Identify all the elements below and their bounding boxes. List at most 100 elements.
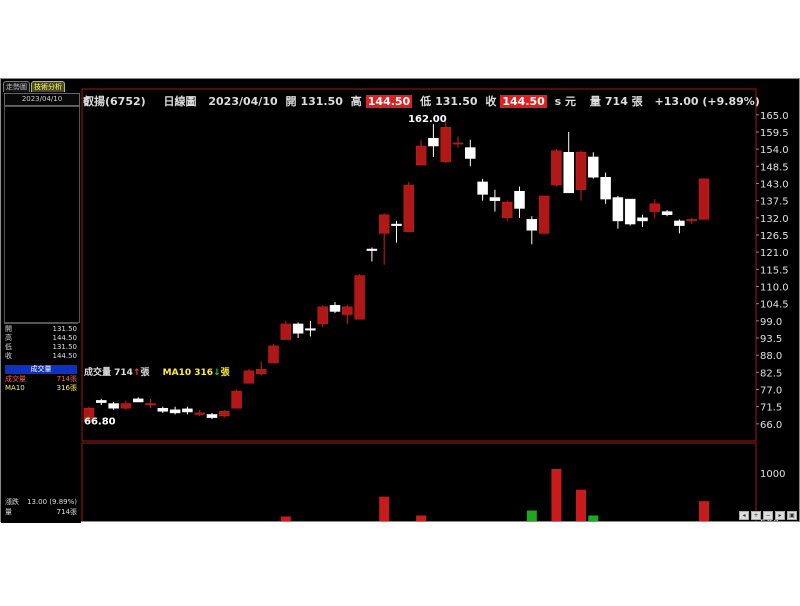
price-tick-label: 115.5 — [760, 265, 789, 276]
volume-label-header: 量 — [589, 95, 601, 108]
volume-bar — [551, 468, 562, 521]
footer-volume-label: 量 — [5, 508, 12, 516]
ma10-down-arrow-icon: ↓ — [213, 368, 221, 378]
tab-technical-analysis[interactable]: 技術分析 — [31, 81, 65, 92]
price-tick-label: 143.0 — [760, 179, 789, 190]
candle-body — [501, 201, 513, 219]
ma10-legend-unit: 張 — [220, 368, 230, 378]
candle-body — [649, 203, 661, 212]
candle-body — [440, 127, 451, 162]
footer-volume-row: 量 714張 — [5, 507, 77, 517]
chart-period[interactable]: 日線圖 — [163, 95, 197, 108]
window-controls: ◂ + − ▸ ▣ — [739, 511, 797, 520]
panel-blank-area — [4, 106, 80, 323]
candle-body — [292, 323, 304, 334]
candle-body — [378, 214, 390, 234]
ohlc-close-label: 收 — [5, 352, 12, 360]
volume-label: 成交量 — [5, 375, 26, 383]
ohlc-low-value: 131.50 — [52, 343, 78, 351]
volume-panel-title: 成交量 — [5, 365, 77, 374]
candle-body — [588, 156, 599, 178]
zoom-in-icon[interactable]: + — [751, 511, 761, 520]
ma10-row: MA10 316張 — [5, 384, 77, 393]
change-row: 漲跌 13.00 (9.89%) — [5, 497, 77, 507]
volume-bar — [699, 501, 709, 521]
candle-body — [698, 178, 710, 220]
ma10-value: 316張 — [56, 384, 77, 392]
open-label: 開 — [285, 95, 297, 108]
ohlc-low-label: 低 — [5, 343, 12, 351]
candle-body — [157, 407, 169, 412]
candle-body — [489, 197, 501, 201]
scroll-left-icon[interactable]: ◂ — [739, 511, 749, 520]
panel-date: 2023/04/10 — [4, 93, 80, 106]
candle-body — [612, 197, 624, 222]
price-tick-label: 99.0 — [760, 317, 782, 328]
candle-body — [342, 306, 353, 315]
price-tick-label: 121.0 — [760, 248, 789, 259]
low-label: 低 — [420, 95, 432, 108]
max-price-label: 162.00 — [408, 114, 447, 125]
price-tick-label: 126.5 — [760, 231, 789, 242]
candle-body — [317, 306, 328, 325]
candle-body — [132, 398, 144, 403]
price-tick-label: 132.0 — [760, 214, 789, 225]
change-label: 漲跌 — [5, 498, 19, 506]
volume-bar — [576, 489, 586, 521]
volume-legend-value: 714 — [114, 368, 133, 378]
view-tabs: 走勢圖 技術分析 — [3, 81, 66, 92]
candle-body — [255, 368, 267, 375]
candle-body — [674, 220, 685, 226]
candle-body — [305, 328, 316, 331]
zoom-out-icon[interactable]: − — [763, 511, 773, 520]
price-tick-label: 88.0 — [760, 351, 782, 362]
footer-volume-value: 714張 — [56, 508, 77, 516]
price-tick-label: 66.0 — [760, 420, 782, 431]
ohlc-high-row: 高 144.50 — [5, 334, 77, 343]
low-value: 131.50 — [435, 95, 478, 108]
candle-body — [538, 195, 550, 234]
tab-trend[interactable]: 走勢圖 — [3, 81, 30, 92]
price-tick-label: 71.5 — [760, 403, 782, 414]
quote-header: 叡揚(6752) 日線圖 2023/04/10 開 131.50 高 144.50 … — [83, 93, 764, 108]
price-tick-label: 137.5 — [760, 197, 789, 208]
price-tick-label: 148.5 — [760, 162, 789, 173]
volume-panel-frame — [81, 442, 757, 521]
volume-bar — [280, 516, 291, 521]
candle-body — [452, 142, 464, 145]
candle-body — [120, 403, 132, 409]
ohlc-open-value: 131.50 — [52, 325, 78, 333]
candle-body — [661, 211, 673, 215]
volume-tick-label: 1000 — [760, 469, 785, 480]
candle-body — [219, 411, 230, 417]
chart-canvas[interactable]: 165.0 159.5 154.0 148.5 143.0 137.5 132.0 126.5… — [1, 79, 799, 521]
price-tick-label: 110.0 — [760, 282, 789, 293]
currency-unit: s 元 — [554, 95, 577, 108]
volume-bar — [588, 515, 599, 521]
candle-body — [169, 409, 181, 414]
high-label: 高 — [350, 95, 362, 108]
high-value: 144.50 — [365, 95, 413, 108]
ohlc-open-row: 開 131.50 — [5, 325, 77, 334]
scroll-right-icon[interactable]: ▸ — [775, 511, 785, 520]
ma10-legend-value: 316 — [194, 368, 214, 378]
candle-body — [403, 184, 415, 233]
candle-body — [108, 403, 119, 409]
price-tick-label: 82.5 — [760, 368, 782, 379]
price-tick-label: 93.5 — [760, 334, 782, 345]
candle-body — [637, 217, 648, 222]
candle-body — [465, 147, 476, 159]
settings-icon[interactable]: ▣ — [787, 511, 797, 520]
stock-name[interactable]: 叡揚(6752) — [83, 95, 146, 108]
volume-bar — [526, 510, 537, 521]
candle-body — [526, 219, 538, 231]
chart-window: 走勢圖 技術分析 2023/04/10 開 131.50 高 144.50 低 … — [0, 78, 800, 523]
volume-bar — [416, 515, 427, 521]
candle-body — [231, 390, 242, 409]
ohlc-low-row: 低 131.50 — [5, 343, 77, 352]
volume-up-arrow-icon: ↑ — [132, 368, 141, 378]
candle-body — [415, 145, 427, 165]
ohlc-close-row: 收 144.50 — [5, 352, 77, 361]
left-info-panel: 走勢圖 技術分析 2023/04/10 開 131.50 高 144.50 低 … — [1, 79, 81, 523]
price-panel-frame — [81, 88, 757, 442]
